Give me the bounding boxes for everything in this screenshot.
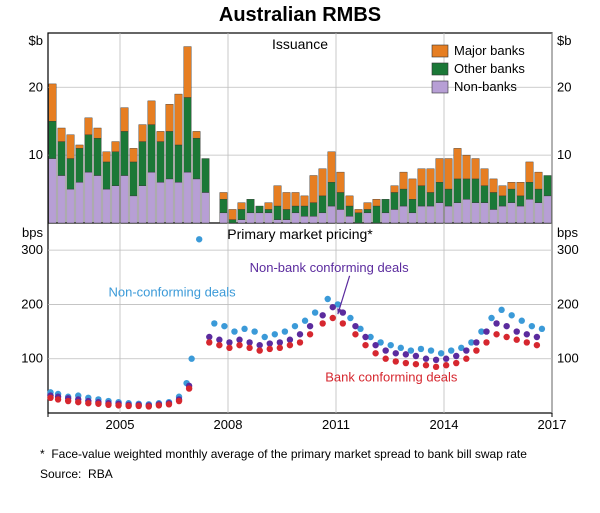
footnote-marker: * xyxy=(40,447,45,461)
svg-text:200: 200 xyxy=(557,296,579,311)
svg-text:2011: 2011 xyxy=(322,417,350,432)
chart-title: Australian RMBS xyxy=(8,4,592,27)
source-line: Source: RBA xyxy=(40,467,584,481)
svg-text:$b: $b xyxy=(29,33,43,48)
svg-text:300: 300 xyxy=(21,242,43,257)
svg-text:200: 200 xyxy=(21,296,43,311)
svg-text:Major banks: Major banks xyxy=(454,43,525,58)
svg-text:$b: $b xyxy=(557,33,571,48)
svg-text:100: 100 xyxy=(557,351,579,366)
svg-text:10: 10 xyxy=(557,147,571,162)
footnote: * Face-value weighted monthly average of… xyxy=(40,447,584,463)
svg-text:10: 10 xyxy=(29,147,43,162)
svg-text:Non-banks: Non-banks xyxy=(454,79,517,94)
svg-text:20: 20 xyxy=(557,79,571,94)
footnote-text: Face-value weighted monthly average of t… xyxy=(51,447,527,461)
svg-text:2014: 2014 xyxy=(430,417,459,432)
source-label: Source: xyxy=(40,467,81,481)
svg-text:20: 20 xyxy=(29,79,43,94)
svg-text:Non-bank conforming deals: Non-bank conforming deals xyxy=(250,260,409,275)
source-value: RBA xyxy=(88,467,113,481)
svg-text:2017: 2017 xyxy=(538,417,567,432)
chart-canvas: 10 10 20 20 100 100 200 200 300 300 $b $b bps bps 2005… xyxy=(8,29,592,439)
svg-text:bps: bps xyxy=(22,225,43,240)
svg-text:Primary market pricing*: Primary market pricing* xyxy=(227,226,373,242)
svg-text:Bank conforming deals: Bank conforming deals xyxy=(325,370,458,385)
svg-text:Issuance: Issuance xyxy=(272,36,328,52)
svg-text:300: 300 xyxy=(557,242,579,257)
svg-text:Other banks: Other banks xyxy=(454,61,525,76)
svg-text:2005: 2005 xyxy=(106,417,135,432)
svg-text:2008: 2008 xyxy=(214,417,243,432)
svg-text:Non-conforming deals: Non-conforming deals xyxy=(108,284,236,299)
svg-text:100: 100 xyxy=(21,351,43,366)
svg-text:bps: bps xyxy=(557,225,578,240)
